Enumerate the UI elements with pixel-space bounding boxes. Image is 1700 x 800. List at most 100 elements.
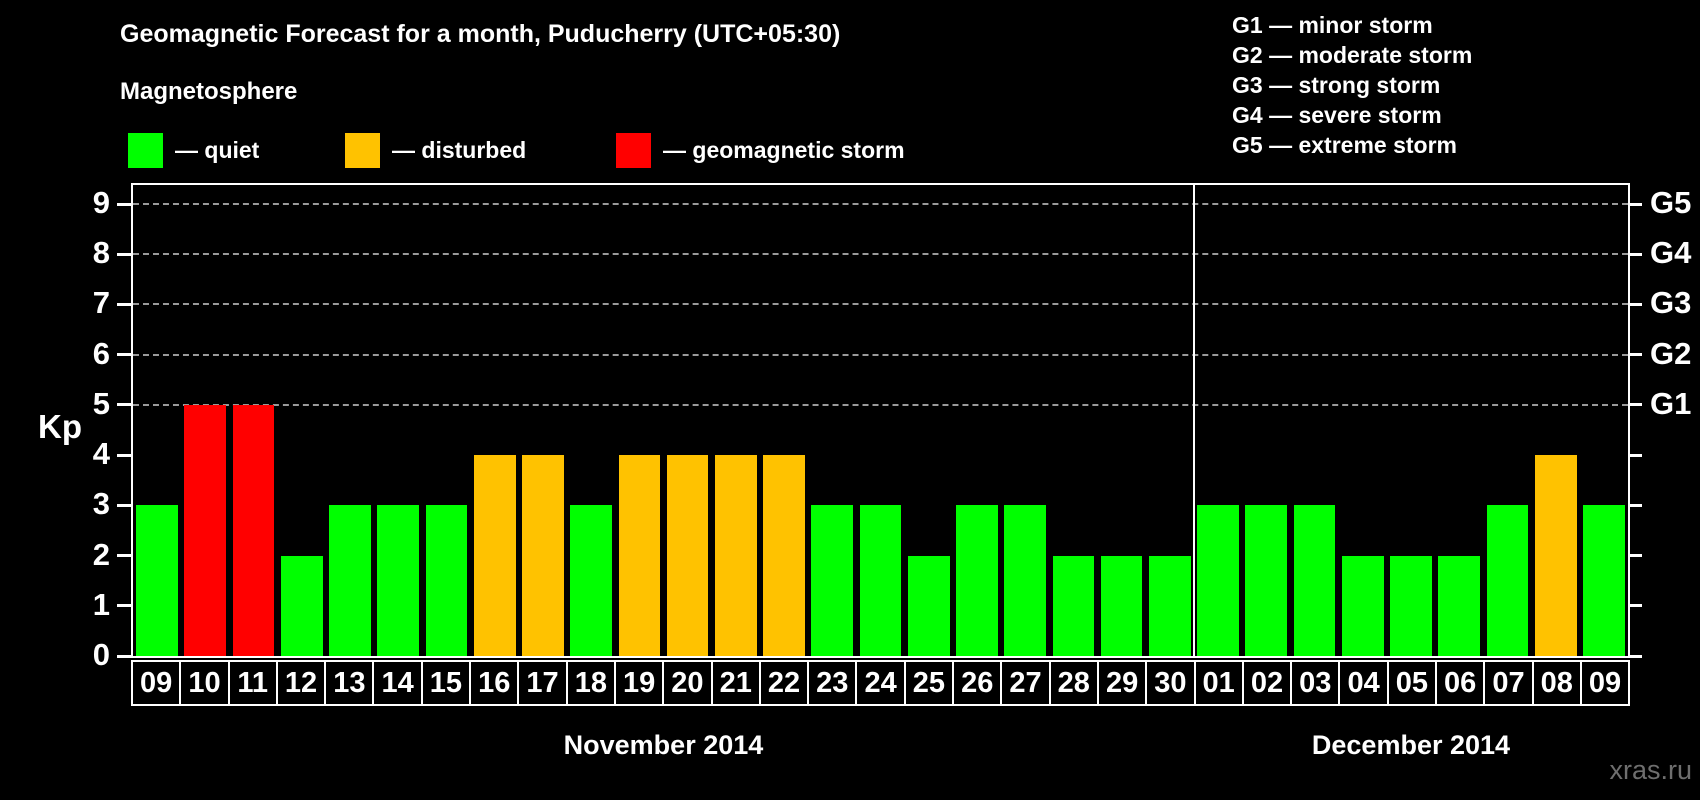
kp-bar-25 <box>907 555 950 656</box>
kp-bar-19 <box>618 455 661 656</box>
kp-bar-14 <box>377 505 420 656</box>
date-cell-09: 09 <box>1579 660 1631 706</box>
y-axis-tick-label-3: 3 <box>92 486 110 522</box>
date-cell-09: 09 <box>131 660 182 706</box>
kp-bar-29 <box>1100 555 1143 656</box>
right-tick-kp7 <box>1628 302 1642 306</box>
month-separator-line <box>1192 185 1195 656</box>
right-tick-kp2 <box>1628 554 1642 558</box>
quiet-color-swatch <box>128 133 163 168</box>
kp-bar-08 <box>1534 455 1577 656</box>
date-cell-20: 20 <box>662 660 713 706</box>
date-cell-05: 05 <box>1386 660 1438 706</box>
y-axis-tick-label-0: 0 <box>92 637 110 672</box>
right-tick-kp5 <box>1628 403 1642 407</box>
y-axis-tick-label-9: 9 <box>92 185 110 220</box>
date-cell-08: 08 <box>1531 660 1582 706</box>
date-cell-15: 15 <box>420 660 472 706</box>
kp-bar-03 <box>1293 505 1336 656</box>
left-tick-kp1 <box>117 604 131 608</box>
date-cell-27: 27 <box>1000 660 1051 706</box>
xras-watermark: xras.ru <box>1609 755 1692 785</box>
y-axis-label: Kp <box>38 408 82 445</box>
right-axis-label-g2: G2 <box>1650 335 1692 371</box>
right-axis-label-g3: G3 <box>1650 285 1692 321</box>
right-tick-kp3 <box>1628 503 1642 507</box>
kp-bar-16 <box>473 455 516 656</box>
date-cell-30: 30 <box>1145 660 1196 706</box>
chart-title: Geomagnetic Forecast for a month, Puduch… <box>120 20 841 48</box>
kp-bar-17 <box>522 455 564 656</box>
disturbed-legend-label: — disturbed <box>392 137 527 163</box>
left-tick-kp5 <box>117 403 131 407</box>
date-cell-23: 23 <box>807 660 858 706</box>
gridline-kp7 <box>133 303 1628 306</box>
date-axis-row: 09 10 11 12 13 14 15 16 17 18 19 20 21 22 23 24 25 26 27 28… <box>131 660 1631 706</box>
kp-bar-02 <box>1245 505 1288 656</box>
storm-color-swatch <box>616 133 651 168</box>
kp-bar-chart-plot-area <box>131 183 1630 658</box>
quiet-legend-label: — quiet <box>175 137 260 163</box>
g4-legend-entry: G4 — severe storm <box>1232 102 1442 128</box>
kp-bar-30 <box>1148 555 1191 656</box>
date-cell-17: 17 <box>517 660 568 706</box>
g-scale-legend: G1 — minor storm G2 — moderate storm G3 … <box>1232 10 1472 160</box>
kp-bar-18 <box>570 505 612 656</box>
month-label-0: November 2014 <box>563 730 764 760</box>
left-tick-kp8 <box>117 252 131 256</box>
date-cell-26: 26 <box>952 660 1003 706</box>
right-axis-label-g1: G1 <box>1650 385 1692 421</box>
date-cell-06: 06 <box>1435 660 1486 706</box>
y-axis-tick-label-4: 4 <box>92 436 110 472</box>
left-tick-kp7 <box>117 302 131 306</box>
gridline-kp6 <box>133 353 1628 356</box>
date-cell-19: 19 <box>613 660 665 706</box>
kp-bar-05 <box>1390 555 1432 656</box>
kp-bar-28 <box>1052 555 1095 656</box>
right-axis-label-g4: G4 <box>1650 235 1692 271</box>
kp-bar-07 <box>1486 505 1529 656</box>
kp-bar-22 <box>763 455 805 656</box>
left-tick-kp0 <box>117 654 131 658</box>
kp-bar-15 <box>425 505 468 656</box>
left-tick-kp2 <box>117 554 131 558</box>
kp-bar-11 <box>232 404 275 656</box>
kp-bar-24 <box>859 505 902 656</box>
date-cell-10: 10 <box>179 660 230 706</box>
y-axis-tick-label-5: 5 <box>92 385 110 421</box>
kp-bar-09 <box>1583 505 1625 656</box>
right-tick-kp4 <box>1628 453 1642 457</box>
date-cell-14: 14 <box>372 660 423 706</box>
right-tick-kp8 <box>1628 252 1642 256</box>
y-axis-tick-label-1: 1 <box>92 586 110 622</box>
date-cell-29: 29 <box>1096 660 1148 706</box>
gridline-kp5 <box>133 403 1628 406</box>
date-cell-22: 22 <box>758 660 810 706</box>
right-axis-label-g5: G5 <box>1650 185 1692 220</box>
left-tick-kp3 <box>117 503 131 507</box>
kp-bar-13 <box>329 505 371 656</box>
date-cell-21: 21 <box>710 660 761 706</box>
y-axis-tick-label-6: 6 <box>92 335 110 371</box>
disturbed-color-swatch <box>345 133 380 168</box>
gridline-kp8 <box>133 253 1628 256</box>
kp-bar-26 <box>956 505 998 656</box>
date-cell-02: 02 <box>1241 660 1293 706</box>
date-cell-28: 28 <box>1048 660 1099 706</box>
right-tick-kp9 <box>1628 202 1642 206</box>
g3-legend-entry: G3 — strong storm <box>1232 72 1441 98</box>
storm-legend-label: — geomagnetic storm <box>663 137 905 163</box>
y-axis-tick-label-8: 8 <box>92 235 110 271</box>
date-cell-04: 04 <box>1338 660 1389 706</box>
date-cell-11: 11 <box>227 660 278 706</box>
date-cell-12: 12 <box>275 660 327 706</box>
y-axis-tick-label-2: 2 <box>92 536 110 572</box>
kp-bar-23 <box>811 505 854 656</box>
left-tick-kp6 <box>117 353 131 357</box>
date-cell-01: 01 <box>1193 660 1244 706</box>
kp-bar-01 <box>1197 505 1239 656</box>
date-cell-03: 03 <box>1290 660 1341 706</box>
right-tick-kp1 <box>1628 604 1642 608</box>
right-tick-kp0 <box>1628 654 1642 658</box>
